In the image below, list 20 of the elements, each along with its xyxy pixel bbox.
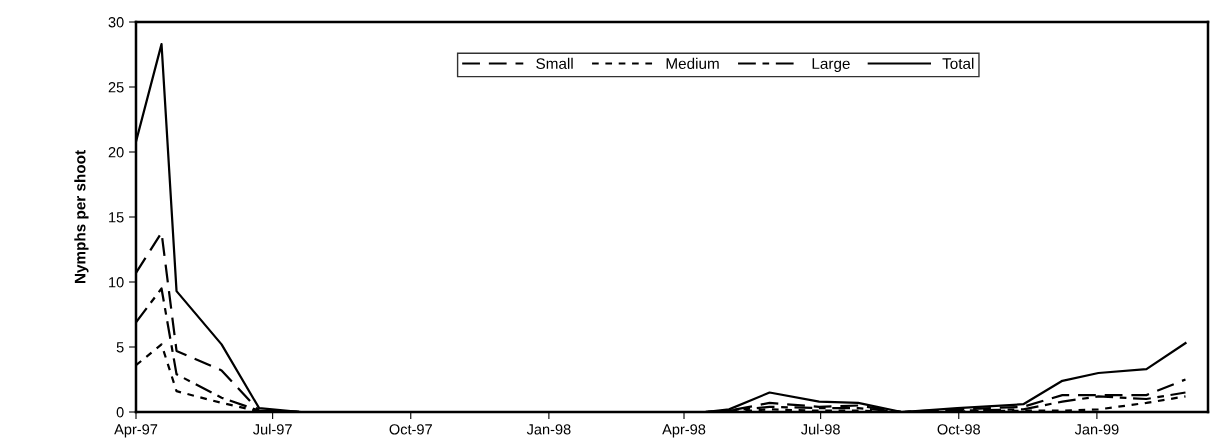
y-axis-title: Nymphs per shoot [74,150,89,284]
x-tick-label: Jul-97 [253,423,292,435]
x-tick-label: Apr-97 [114,424,158,438]
legend-label: Large [812,58,850,73]
x-tick-label: Oct-98 [937,424,981,435]
x-tick-label: Oct-97 [389,424,432,435]
y-tick-label: 5 [116,342,124,353]
legend-label: Small [536,57,573,69]
y-tick-label: 25 [108,82,124,93]
x-tick-label: Jan-98 [526,424,571,435]
legend-label: Total [942,57,974,69]
x-tick-label: Jan-99 [1074,424,1119,435]
y-tick-label: 30 [108,17,124,28]
y-tick-label: 15 [109,212,124,223]
legend-label: Medium [666,57,719,69]
y-tick-label: 0 [116,407,124,418]
x-tick-label: Jul-98 [801,423,840,435]
y-tick-label: 20 [108,147,124,158]
x-tick-label: Apr-98 [662,424,706,438]
y-tick-label: 10 [109,277,124,288]
